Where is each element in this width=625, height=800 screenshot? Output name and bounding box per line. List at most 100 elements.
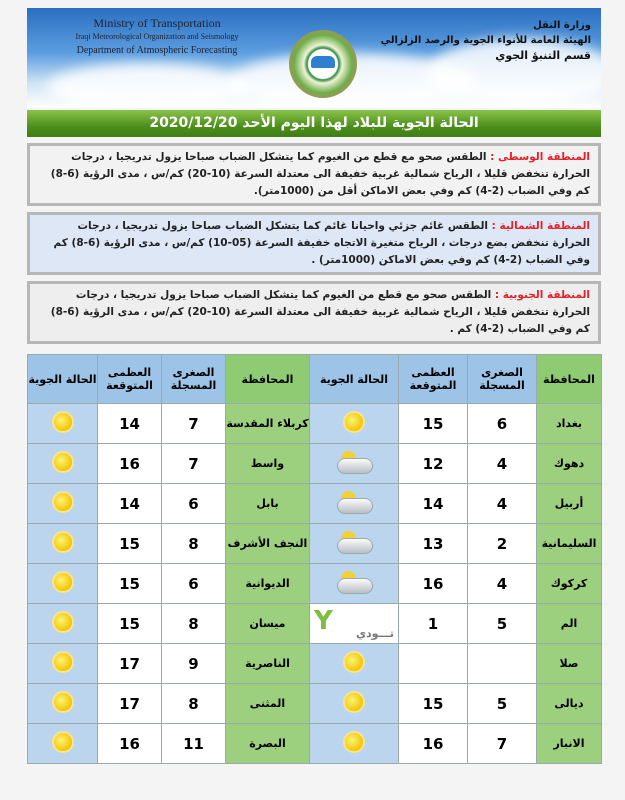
- max-temp: 17: [97, 683, 162, 724]
- sun-icon: [53, 412, 72, 431]
- min-temp: 4: [467, 483, 537, 524]
- table-row: بغداد 6 15 كربلاء المقدسة 7 14: [27, 403, 602, 444]
- province-name: السليمانية: [536, 523, 602, 564]
- table-row: السليمانية 2 13 النجف الأشرف 8 15: [27, 523, 602, 564]
- ministry-arabic-line: وزارة النقل: [533, 20, 591, 31]
- watermark-text: تـــودي: [355, 627, 394, 640]
- min-temp: 5: [467, 683, 537, 724]
- province-name: بابل: [225, 483, 310, 524]
- min-temp: 6: [467, 403, 537, 444]
- partly-cloudy-icon: [337, 450, 373, 474]
- min-temp: 7: [161, 443, 226, 484]
- min-temp: 7: [467, 723, 537, 764]
- table-row: الم 5 1 Y تـــودي ميسان 8 15: [27, 603, 602, 644]
- province-name: دهوك: [536, 443, 602, 484]
- max-temp: [398, 643, 468, 684]
- sun-icon: [53, 572, 72, 591]
- sun-icon: [345, 692, 363, 711]
- sun-icon: [53, 452, 72, 471]
- province-name: أربيل: [536, 483, 602, 524]
- max-temp: 13: [398, 523, 468, 564]
- max-temp: 15: [398, 683, 468, 724]
- province-name: ديالى: [536, 683, 602, 724]
- max-temp: 14: [97, 403, 162, 444]
- max-temp: 16: [398, 723, 468, 764]
- min-temp: 4: [467, 563, 537, 604]
- max-temp: 12: [398, 443, 468, 484]
- province-name: الانبار: [536, 723, 602, 764]
- province-name: كربلاء المقدسة: [225, 403, 310, 444]
- province-name: الديوانية: [225, 563, 310, 604]
- weather-cell: [309, 443, 399, 484]
- ministry-english-line: Department of Atmospheric Forecasting: [76, 45, 238, 56]
- min-temp: 4: [467, 443, 537, 484]
- weather-cell: [309, 483, 399, 524]
- weather-cell: [309, 643, 399, 684]
- weather-cell: [27, 723, 98, 764]
- header-province: المحافظة: [536, 354, 602, 404]
- weather-cell: [27, 643, 98, 684]
- province-name: المثنى: [225, 683, 310, 724]
- region-text: الطقس غائم جزئي واحيانا غائم كما يتشكل ا…: [53, 220, 590, 266]
- sun-icon: [53, 492, 72, 511]
- table-row: صلا الناصرية 9 17: [27, 643, 602, 684]
- header-max: العظمى المتوقعة: [398, 354, 468, 404]
- region-text: الطقس صحو مع قطع من الغيوم كما يتشكل الض…: [50, 151, 590, 197]
- partly-cloudy-icon: [337, 570, 373, 594]
- watermark-logo: Y تـــودي: [310, 604, 398, 643]
- max-temp: 15: [97, 603, 162, 644]
- weather-cell: [309, 563, 399, 604]
- weather-cell: [309, 403, 399, 444]
- header-weather: الحالة الجوية: [309, 354, 399, 404]
- min-temp: 7: [161, 403, 226, 444]
- page-title: الحالة الجوية للبلاد لهذا اليوم الأحد 20…: [27, 110, 601, 137]
- province-name: صلا: [536, 643, 602, 684]
- province-name: كركوك: [536, 563, 602, 604]
- weather-cell: [27, 443, 98, 484]
- weather-cell: [27, 523, 98, 564]
- region-north: المنطقة الشمالية : الطقس غائم جزئي واحيا…: [27, 212, 601, 275]
- weather-cell: [309, 683, 399, 724]
- header-province: المحافظة: [225, 354, 310, 404]
- forecast-table: المحافظة الصغرى المسجلة العظمى المتوقعة …: [27, 354, 602, 764]
- table-row: دهوك 4 12 واسط 7 16: [27, 443, 602, 484]
- header-weather: الحالة الجوية: [27, 354, 98, 404]
- region-name: المنطقة الوسطى :: [490, 151, 590, 163]
- weather-cell: [309, 723, 399, 764]
- max-temp: 16: [97, 723, 162, 764]
- min-temp: 8: [161, 603, 226, 644]
- min-temp: 6: [161, 563, 226, 604]
- sun-icon: [345, 732, 363, 751]
- watermark-y-mark: Y: [314, 606, 333, 636]
- ministry-arabic: وزارة النقل الهيئة العامة للأنواء الجوية…: [381, 18, 591, 63]
- province-name: ميسان: [225, 603, 310, 644]
- min-temp: 8: [161, 683, 226, 724]
- ministry-english: Ministry of Transportation Iraqi Meteoro…: [37, 16, 277, 58]
- max-temp: 1: [398, 603, 468, 644]
- header-min: الصغرى المسجلة: [161, 354, 226, 404]
- max-temp: 14: [398, 483, 468, 524]
- region-central: المنطقة الوسطى : الطقس صحو مع قطع من الغ…: [27, 143, 601, 206]
- min-temp: 6: [161, 483, 226, 524]
- weather-cell: [27, 603, 98, 644]
- ministry-arabic-line: قسم التنبؤ الجوي: [495, 49, 591, 62]
- table-row: كركوك 4 16 الديوانية 6 15: [27, 563, 602, 604]
- region-south: المنطقة الجنوبية : الطقس صحو مع قطع من ا…: [27, 281, 601, 344]
- max-temp: 15: [398, 403, 468, 444]
- weather-cell: [27, 483, 98, 524]
- weather-cell: [309, 523, 399, 564]
- page: Ministry of Transportation Iraqi Meteoro…: [27, 0, 602, 764]
- max-temp: 15: [97, 563, 162, 604]
- header-banner: Ministry of Transportation Iraqi Meteoro…: [27, 8, 601, 108]
- min-temp: 5: [467, 603, 537, 644]
- table-row: أربيل 4 14 بابل 6 14: [27, 483, 602, 524]
- province-name: النجف الأشرف: [225, 523, 310, 564]
- min-temp: 11: [161, 723, 226, 764]
- ministry-english-line: Iraqi Meteorological Organization and Se…: [75, 32, 239, 41]
- table-row: الانبار 7 16 البصرة 11 16: [27, 723, 602, 764]
- weather-cell: [27, 683, 98, 724]
- header-min: الصغرى المسجلة: [467, 354, 537, 404]
- partly-cloudy-icon: [337, 530, 373, 554]
- min-temp: 2: [467, 523, 537, 564]
- weather-cell: Y تـــودي: [309, 603, 399, 644]
